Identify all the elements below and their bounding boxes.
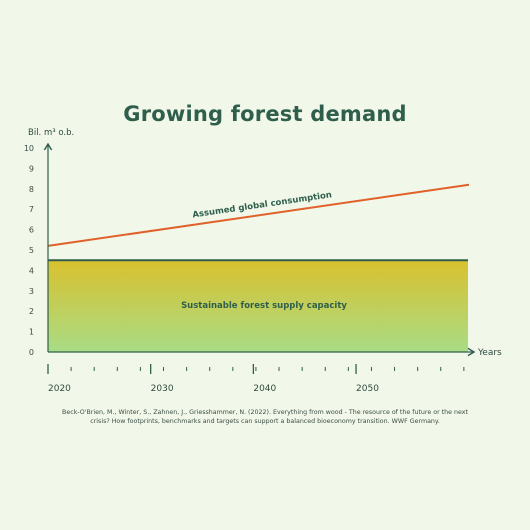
y-axis-label: Bil. m³ o.b. [28,128,74,138]
x-tick-label: 2030 [151,384,174,394]
consumption-line [47,183,470,247]
y-tick-label: 3 [29,287,34,296]
supply-label: Sustainable forest supply capacity [181,301,347,311]
y-tick-label: 1 [29,328,34,337]
y-tick-label: 6 [29,226,34,235]
supply-area [48,260,468,352]
y-tick-label: 4 [29,266,34,275]
y-tick-label: 2 [29,307,34,316]
x-tick-label: 2040 [253,384,276,394]
y-tick-label: 7 [29,205,34,214]
y-tick-label: 0 [29,348,34,357]
y-tick-label: 9 [29,164,34,173]
citation: Beck-O'Brien, M., Winter, S., Zahnen, J.… [62,409,468,425]
x-tick-label: 2050 [356,384,379,394]
x-tick-label: 2020 [48,384,71,394]
chart-title: Growing forest demand [123,102,407,126]
consumption-label: Assumed global consumption [192,190,333,220]
y-tick-label: 10 [24,144,34,153]
x-axis-label: Years [477,348,502,358]
y-tick-label: 8 [29,185,34,194]
y-tick-label: 5 [29,246,34,255]
